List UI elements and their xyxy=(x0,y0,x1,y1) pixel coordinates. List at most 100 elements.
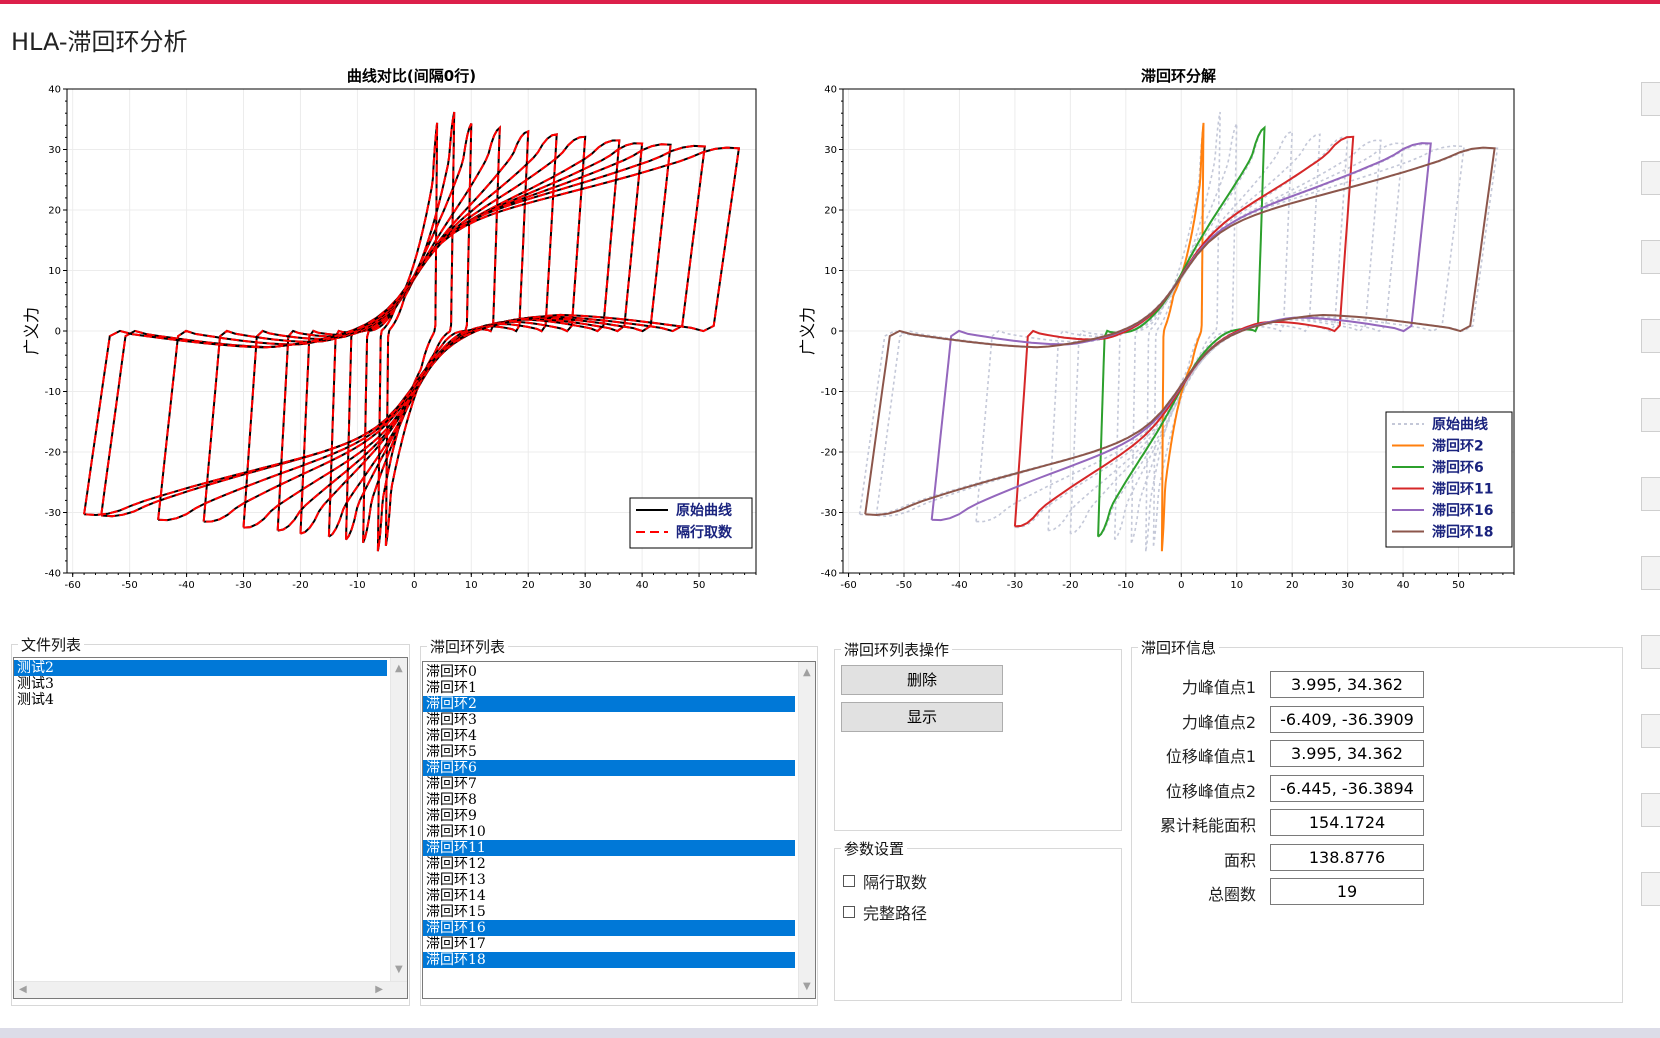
info-row-value[interactable]: 154.1724 xyxy=(1270,809,1424,836)
side-button[interactable] xyxy=(1641,872,1660,906)
list-item[interactable]: 测试2 xyxy=(14,660,387,676)
file-list-hscroll[interactable]: ◀ ▶ xyxy=(14,981,407,998)
interlace-curve-loop xyxy=(299,133,558,535)
full-path-checkbox-row[interactable]: 完整路径 xyxy=(843,900,927,924)
x-tick-label: -40 xyxy=(951,580,967,590)
side-button[interactable] xyxy=(1641,635,1660,669)
interlace-curve-loop xyxy=(327,129,530,538)
legend-label: 滞回环11 xyxy=(1432,481,1493,498)
y-tick-label: 20 xyxy=(824,206,837,217)
y-tick-label: -10 xyxy=(821,387,837,398)
interlace-checkbox[interactable] xyxy=(843,875,855,887)
list-item[interactable]: 滞回环3 xyxy=(426,712,477,728)
list-item[interactable]: 滞回环16 xyxy=(423,920,795,936)
x-tick-label: 0 xyxy=(1178,580,1184,590)
list-item[interactable]: 滞回环11 xyxy=(423,840,795,856)
loop-list-vscroll[interactable]: ▲ ▼ xyxy=(798,662,815,998)
interlace-curve-loop xyxy=(345,125,501,541)
info-row-label: 位移峰值点2 xyxy=(1165,781,1256,801)
list-item[interactable]: 滞回环8 xyxy=(426,792,477,808)
side-button[interactable] xyxy=(1641,793,1660,827)
hysteresis-loop-line xyxy=(1160,122,1205,552)
list-item[interactable]: 滞回环13 xyxy=(426,872,486,888)
side-button[interactable] xyxy=(1641,398,1660,432)
chart-title: 曲线对比(间隔0行) xyxy=(347,67,476,85)
list-item[interactable]: 滞回环6 xyxy=(423,760,795,776)
y-tick-label: -30 xyxy=(821,508,837,519)
info-row-value[interactable]: 19 xyxy=(1270,878,1424,905)
x-tick-label: -50 xyxy=(896,580,912,590)
list-item[interactable]: 滞回环10 xyxy=(426,824,486,840)
list-item[interactable]: 滞回环0 xyxy=(426,664,477,680)
y-tick-label: 0 xyxy=(55,327,61,338)
interlace-curve-loop xyxy=(384,111,456,546)
list-item[interactable]: 滞回环17 xyxy=(426,936,486,952)
interlace-curve-loop xyxy=(83,146,741,517)
legend-label: 原始曲线 xyxy=(676,502,732,519)
list-item[interactable]: 滞回环7 xyxy=(426,776,477,792)
file-listbox[interactable]: 测试2 测试3 测试4 ▲ ▼ ◀ ▶ xyxy=(13,657,408,999)
hysteresis-loop-line xyxy=(864,146,1496,517)
x-tick-label: 40 xyxy=(636,580,649,590)
triangle-left-icon[interactable]: ◀ xyxy=(19,984,27,995)
original-curve-loop xyxy=(1014,139,1382,529)
list-item[interactable]: 滞回环9 xyxy=(426,808,477,824)
y-tick-label: 10 xyxy=(824,266,837,277)
params-group: 参数设置 隔行取数 完整路径 xyxy=(834,838,1122,1001)
triangle-up-icon[interactable]: ▲ xyxy=(803,667,811,678)
side-button[interactable] xyxy=(1641,240,1660,274)
list-item[interactable]: 滞回环12 xyxy=(426,856,486,872)
loop-info-group: 滞回环信息 力峰值点1 3.995, 34.362 力峰值点2 -6.409, -36… xyxy=(1131,637,1623,1003)
side-button[interactable] xyxy=(1641,319,1660,353)
triangle-up-icon[interactable]: ▲ xyxy=(395,663,403,674)
loop-list-group: 滞回环列表 滞回环0 滞回环1 滞回环2 滞回环3 滞回环4 滞回环5 滞回环6 滞回环7 滞回… xyxy=(420,636,818,1006)
y-tick-label: -10 xyxy=(45,387,61,398)
delete-button[interactable]: 删除 xyxy=(841,665,1003,695)
full-path-checkbox[interactable] xyxy=(843,906,855,918)
info-row-value[interactable]: 138.8776 xyxy=(1270,843,1424,871)
x-tick-label: 40 xyxy=(1397,580,1410,590)
y-tick-label: -20 xyxy=(45,448,61,459)
original-curve-loop xyxy=(1113,125,1266,541)
x-tick-label: 50 xyxy=(693,580,706,590)
side-button[interactable] xyxy=(1641,556,1660,590)
side-button[interactable] xyxy=(1641,477,1660,511)
info-row-label: 累计耗能面积 xyxy=(1159,816,1256,835)
side-button[interactable] xyxy=(1641,714,1660,748)
list-item[interactable]: 测试4 xyxy=(17,692,54,708)
triangle-down-icon[interactable]: ▼ xyxy=(395,964,403,975)
original-curve-loop xyxy=(1097,130,1294,538)
file-list-vscroll[interactable]: ▲ ▼ xyxy=(390,658,407,981)
triangle-right-icon[interactable]: ▶ xyxy=(375,984,383,995)
list-item[interactable]: 测试3 xyxy=(17,676,54,692)
loop-listbox[interactable]: 滞回环0 滞回环1 滞回环2 滞回环3 滞回环4 滞回环5 滞回环6 滞回环7 滞回环8 滞回环9… xyxy=(422,661,816,999)
list-item[interactable]: 滞回环4 xyxy=(426,728,477,744)
decomposition-chart: -60 -50 -40 -30 -20 -10 0 10 20 30 40 50 -40 -30 -20 -1… xyxy=(790,60,1550,613)
list-item[interactable]: 滞回环14 xyxy=(426,888,486,904)
full-path-checkbox-label: 完整路径 xyxy=(863,904,928,923)
triangle-down-icon[interactable]: ▼ xyxy=(803,981,811,992)
info-row-value[interactable]: 3.995, 34.362 xyxy=(1270,740,1424,767)
x-tick-label: -10 xyxy=(1118,580,1134,590)
side-button[interactable] xyxy=(1641,161,1660,195)
info-row-value[interactable]: -6.445, -36.3894 xyxy=(1270,774,1424,802)
list-item[interactable]: 滞回环5 xyxy=(426,744,477,760)
list-item[interactable]: 滞回环1 xyxy=(426,680,477,696)
info-row-value[interactable]: -6.409, -36.3909 xyxy=(1270,705,1424,733)
show-button[interactable]: 显示 xyxy=(841,702,1003,732)
chart-title: 滞回环分解 xyxy=(1141,67,1216,85)
list-item[interactable]: 滞回环15 xyxy=(426,904,486,920)
side-button[interactable] xyxy=(1641,82,1660,116)
decomposition-chart-svg: -60 -50 -40 -30 -20 -10 0 10 20 30 40 50 -40 -30 -20 -1… xyxy=(798,67,1515,613)
original-curve-loop xyxy=(1130,123,1238,544)
interlace-checkbox-row[interactable]: 隔行取数 xyxy=(843,869,927,893)
x-tick-label: 30 xyxy=(1341,580,1354,590)
x-tick-label: -20 xyxy=(292,580,308,590)
info-row-label: 面积 xyxy=(1223,850,1256,870)
list-item[interactable]: 滞回环2 xyxy=(423,696,795,712)
x-tick-label: -20 xyxy=(1062,580,1078,590)
y-tick-label: 30 xyxy=(824,145,837,156)
list-item[interactable]: 滞回环18 xyxy=(423,952,795,968)
info-row-value[interactable]: 3.995, 34.362 xyxy=(1270,671,1424,698)
